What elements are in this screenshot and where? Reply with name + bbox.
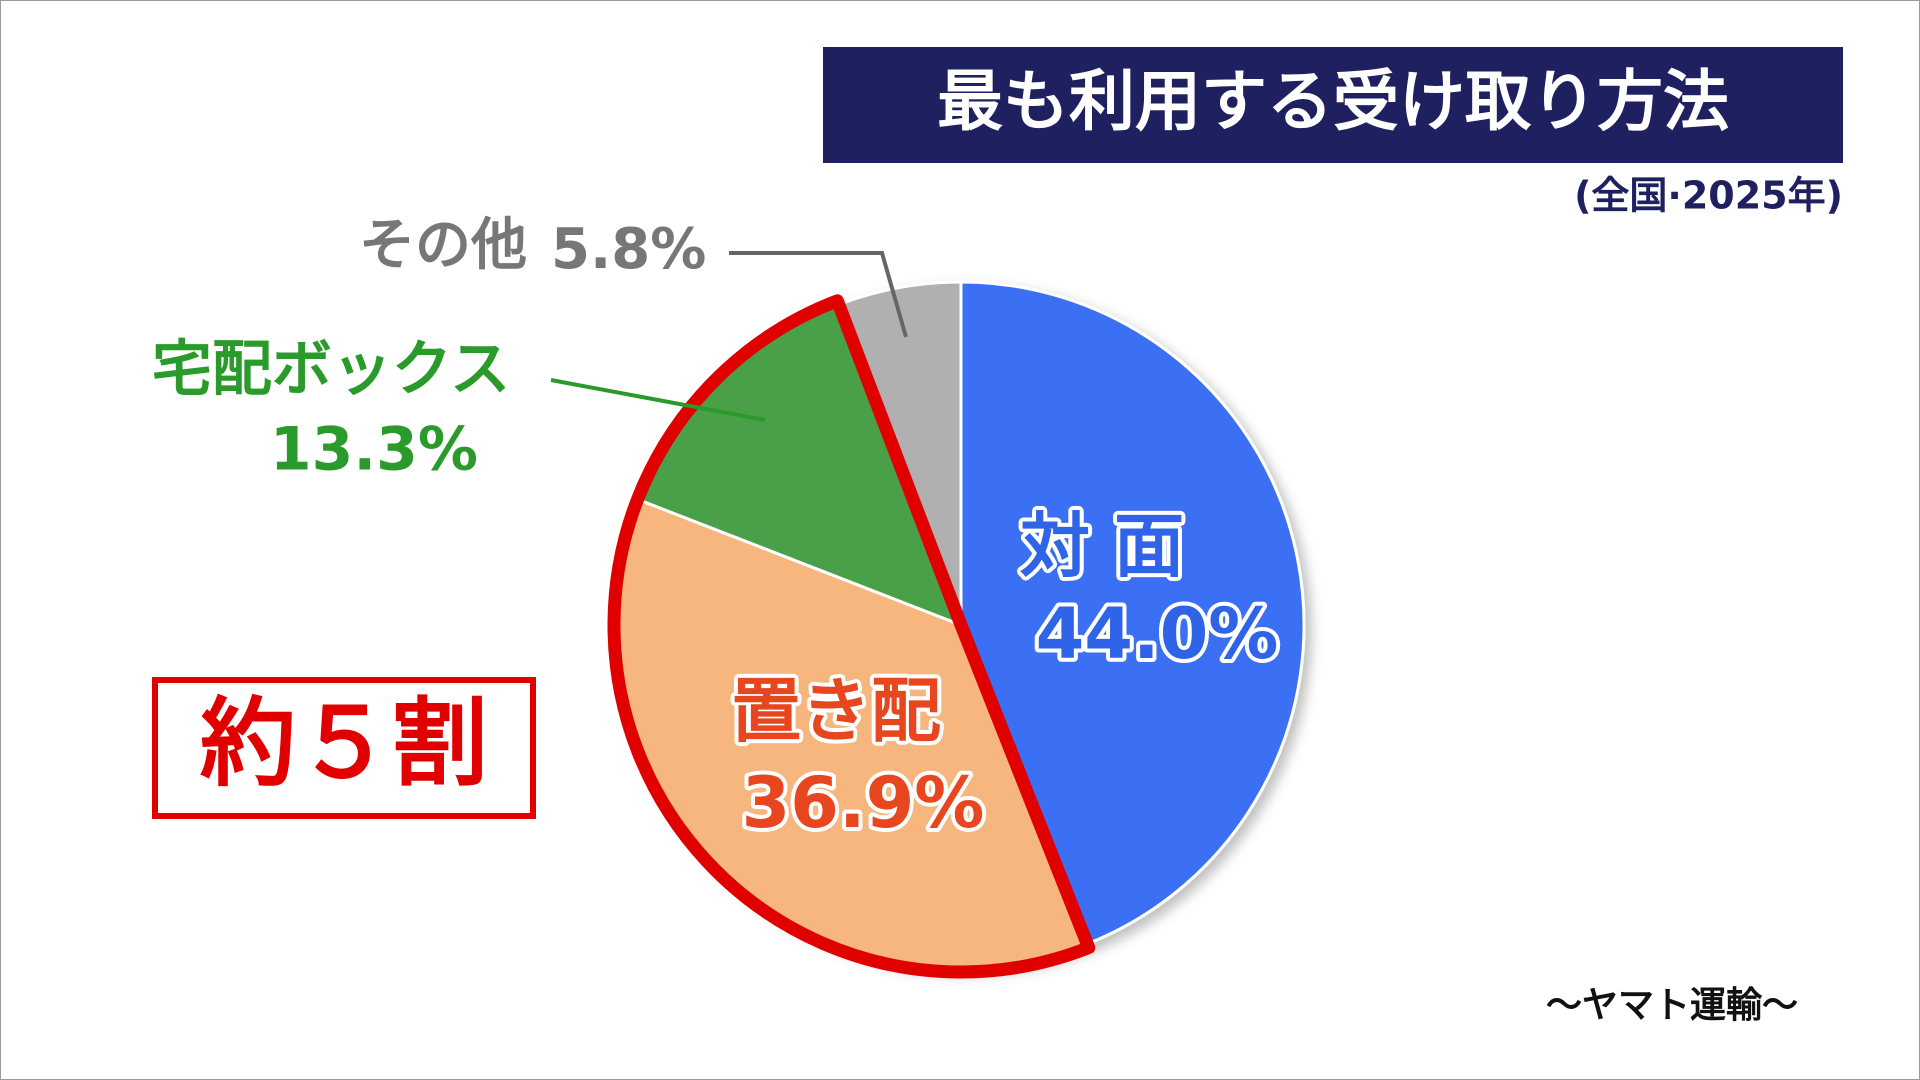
value-label: 36.9% bbox=[742, 762, 985, 844]
value-label: 5.8% bbox=[551, 217, 706, 282]
slice-label: その他 bbox=[359, 213, 527, 278]
annotation: 約５割 bbox=[200, 687, 488, 799]
slice-label: 置き配 bbox=[731, 670, 941, 752]
pie bbox=[607, 280, 1306, 979]
value-label: 44.0% bbox=[1036, 593, 1279, 675]
chart-title: 最も利用する受け取り方法 bbox=[937, 63, 1729, 140]
slice-label: 宅配ボックス bbox=[152, 335, 510, 405]
leader-line bbox=[729, 251, 908, 338]
pie-slice bbox=[959, 280, 1306, 946]
leader-line bbox=[550, 378, 766, 422]
slice-label: 対 面 bbox=[1020, 505, 1184, 587]
subtitle: (全国·2025年) bbox=[1574, 174, 1843, 218]
title-box bbox=[823, 47, 1843, 163]
value-label: 13.3% bbox=[270, 415, 478, 485]
source: 〜ヤマト運輸〜 bbox=[1546, 985, 1798, 1026]
annotation-box bbox=[152, 677, 536, 819]
highlight-outline bbox=[607, 294, 1096, 979]
